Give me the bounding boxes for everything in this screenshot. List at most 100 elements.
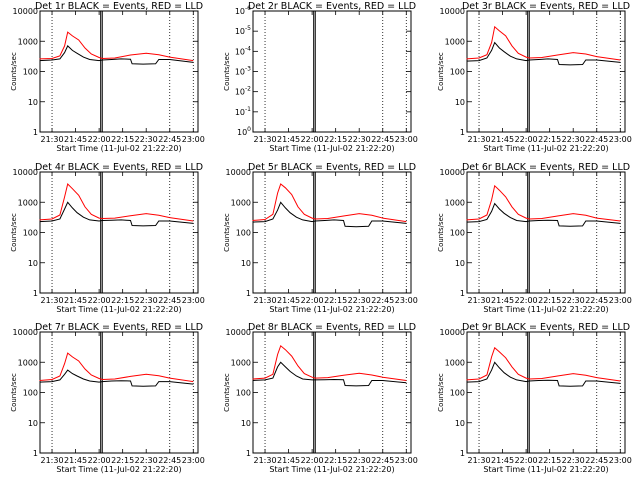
x-tick-label: 21:30	[254, 456, 277, 465]
y-tick-base: 10	[235, 88, 245, 97]
x-tick-label: 22:15	[111, 135, 134, 144]
y-tick-label: 100	[23, 389, 38, 398]
y-tick-label: 10-3	[235, 66, 251, 77]
x-tick-label: 22:45	[585, 296, 608, 305]
x-axis-label: Start Time (11-Jul-02 21:22:20)	[483, 305, 608, 314]
plot-frame	[39, 10, 199, 133]
y-tick-label: 10	[455, 98, 465, 107]
series-lld-line	[39, 183, 194, 222]
x-tick-label: 21:45	[491, 456, 514, 465]
y-axis-label: Counts/sec	[10, 213, 18, 252]
x-tick-label: 22:00	[301, 456, 324, 465]
panel-det-6r: Det 6r BLACK = Events, RED = LLD 21:30 21:…	[437, 162, 632, 314]
y-tick-label: 10000	[226, 168, 251, 177]
y-tick-label: 1	[460, 289, 465, 298]
y-tick-label: 10000	[13, 7, 38, 16]
x-tick-label: 23:00	[609, 296, 632, 305]
x-tick-label: 22:45	[371, 456, 394, 465]
y-tick-label: 10	[241, 259, 251, 268]
y-tick-label: 100	[23, 229, 38, 238]
x-axis-label: Start Time (11-Jul-02 21:22:20)	[269, 465, 394, 474]
x-tick-label: 22:30	[348, 135, 371, 144]
panel-det-2r: Det 2r BLACK = Events, RED = LLD 21:30 21:…	[223, 1, 418, 153]
y-tick-base: 10	[235, 68, 245, 77]
plot-frame	[466, 331, 626, 454]
panel-det-1r: Det 1r BLACK = Events, RED = LLD 21:30 21:…	[10, 1, 205, 153]
y-tick-label: 1	[33, 449, 38, 458]
panel-title: Det 8r BLACK = Events, RED = LLD	[248, 322, 416, 333]
x-tick-label: 22:30	[562, 296, 585, 305]
x-axis-label: Start Time (11-Jul-02 21:22:20)	[56, 144, 181, 153]
y-tick-label: 1000	[231, 358, 251, 367]
x-tick-label: 22:45	[585, 456, 608, 465]
x-tick-label: 22:00	[301, 296, 324, 305]
y-tick-exponent: -3	[245, 66, 251, 73]
y-axis-label: Counts/sec	[10, 52, 18, 91]
y-tick-label: 10	[241, 419, 251, 428]
x-tick-label: 22:30	[135, 135, 158, 144]
y-axis-label: Counts/sec	[223, 373, 231, 412]
plot-frame	[252, 10, 412, 133]
x-tick-label: 22:45	[371, 135, 394, 144]
x-axis-label: Start Time (11-Jul-02 21:22:20)	[483, 144, 608, 153]
y-tick-label: 100	[450, 229, 465, 238]
y-tick-label: 100	[23, 68, 38, 77]
x-tick-label: 21:45	[277, 135, 300, 144]
y-tick-label: 10000	[13, 168, 38, 177]
x-tick-label: 21:45	[277, 296, 300, 305]
y-axis-label: Counts/sec	[437, 213, 445, 252]
y-tick-label: 10000	[440, 328, 465, 337]
x-tick-label: 22:45	[158, 456, 181, 465]
x-tick-label: 21:30	[468, 296, 491, 305]
y-tick-exponent: -2	[245, 86, 251, 93]
series-lld-line	[466, 346, 621, 382]
x-tick-label: 22:30	[562, 135, 585, 144]
x-tick-label: 23:00	[395, 456, 418, 465]
x-tick-label: 22:30	[348, 296, 371, 305]
y-tick-label: 10-6	[235, 5, 251, 16]
x-axis-label: Start Time (11-Jul-02 21:22:20)	[56, 465, 181, 474]
series-events-line	[252, 201, 407, 228]
x-tick-label: 21:30	[41, 296, 64, 305]
plot-frame	[466, 10, 626, 133]
x-tick-label: 23:00	[182, 456, 205, 465]
y-tick-label: 1000	[18, 198, 38, 207]
x-tick-label: 22:15	[111, 296, 134, 305]
plot-frame	[466, 171, 626, 294]
x-tick-label: 22:45	[371, 296, 394, 305]
y-tick-label: 10	[28, 259, 38, 268]
x-tick-label: 23:00	[609, 456, 632, 465]
y-tick-label: 10000	[226, 328, 251, 337]
x-tick-label: 22:00	[88, 135, 111, 144]
x-tick-label: 21:45	[64, 296, 87, 305]
y-tick-exponent: -4	[245, 45, 251, 52]
y-tick-exponent: -5	[245, 25, 251, 32]
x-axis-label: Start Time (11-Jul-02 21:22:20)	[483, 465, 608, 474]
series-lld-line	[39, 352, 194, 383]
x-tick-label: 22:15	[538, 135, 561, 144]
y-tick-base: 10	[235, 108, 245, 117]
x-tick-label: 23:00	[609, 135, 632, 144]
x-axis-label: Start Time (11-Jul-02 21:22:20)	[56, 305, 181, 314]
x-tick-label: 21:30	[468, 135, 491, 144]
y-tick-label: 10	[28, 419, 38, 428]
x-tick-label: 22:45	[585, 135, 608, 144]
y-tick-label: 1000	[445, 358, 465, 367]
x-tick-label: 22:15	[111, 456, 134, 465]
y-tick-label: 1000	[231, 198, 251, 207]
series-lld-line	[466, 184, 621, 222]
panel-title: Det 6r BLACK = Events, RED = LLD	[462, 162, 630, 173]
x-tick-label: 22:00	[88, 296, 111, 305]
x-tick-label: 22:45	[158, 135, 181, 144]
x-tick-label: 22:00	[301, 135, 324, 144]
x-tick-label: 21:30	[468, 456, 491, 465]
x-tick-label: 23:00	[395, 296, 418, 305]
x-tick-label: 21:30	[41, 456, 64, 465]
series-events-line	[466, 202, 621, 227]
panel-title: Det 7r BLACK = Events, RED = LLD	[35, 322, 203, 333]
x-tick-label: 22:15	[538, 296, 561, 305]
x-tick-label: 23:00	[395, 135, 418, 144]
panel-title: Det 1r BLACK = Events, RED = LLD	[35, 1, 203, 12]
panel-det-8r: Det 8r BLACK = Events, RED = LLD 21:30 21:…	[223, 322, 418, 474]
